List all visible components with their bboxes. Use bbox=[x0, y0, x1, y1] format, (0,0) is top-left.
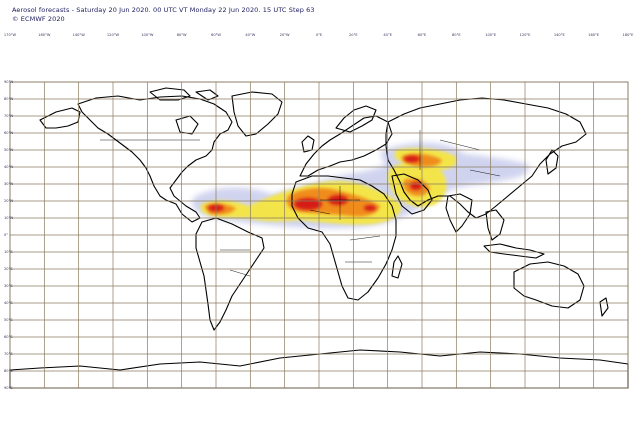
lat-tick-label: 80°S bbox=[4, 369, 13, 373]
australia-outline bbox=[513, 261, 585, 309]
latitude-labels: 90°N 80°N 70°N 60°N 50°N 40°N 30°N 20°N 10°N 0° 10… bbox=[4, 80, 13, 390]
india-outline bbox=[445, 193, 473, 233]
lat-tick-label: 10°N bbox=[4, 216, 13, 220]
arabia-outline bbox=[391, 173, 433, 215]
country-borders bbox=[100, 130, 501, 277]
alaska-outline bbox=[39, 107, 81, 129]
lon-tick-label: 140°E bbox=[554, 33, 566, 37]
forecast-title: Aerosol forecasts - Saturday 20 Jun 2020… bbox=[12, 6, 315, 14]
lon-tick-label: 160°E bbox=[588, 33, 600, 37]
lon-tick-label: 80°W bbox=[177, 33, 187, 37]
dust-peak-6 bbox=[364, 205, 376, 211]
hudson-bay bbox=[175, 115, 199, 135]
lat-tick-label: 0° bbox=[4, 233, 8, 237]
lat-tick-label: 50°N bbox=[4, 148, 13, 152]
lat-tick-label: 90°S bbox=[4, 386, 13, 390]
scandinavia-outline bbox=[335, 105, 377, 133]
lat-tick-label: 60°N bbox=[4, 131, 13, 135]
antarctica-outline bbox=[9, 349, 629, 389]
lon-tick-label: 170°W bbox=[4, 33, 17, 37]
lon-tick-label: 20°W bbox=[280, 33, 290, 37]
lat-tick-label: 10°S bbox=[4, 250, 13, 254]
canada-islands bbox=[149, 87, 219, 101]
lon-tick-label: 140°W bbox=[73, 33, 86, 37]
lat-tick-label: 40°S bbox=[4, 301, 13, 305]
lat-tick-label: 40°N bbox=[4, 165, 13, 169]
lon-tick-label: 100°E bbox=[485, 33, 497, 37]
map-header: Aerosol forecasts - Saturday 20 Jun 2020… bbox=[12, 6, 315, 24]
lat-tick-label: 80°N bbox=[4, 97, 13, 101]
lon-tick-label: 100°W bbox=[141, 33, 154, 37]
lat-tick-label: 70°N bbox=[4, 114, 13, 118]
lon-tick-label: 40°W bbox=[245, 33, 255, 37]
greenland-outline bbox=[231, 91, 283, 137]
dust-peak-1 bbox=[294, 198, 322, 210]
africa-outline bbox=[291, 175, 397, 301]
longitude-labels: 170°W 160°W 140°W 120°W 100°W 80°W 60°W 40°W 20°… bbox=[4, 33, 634, 37]
lon-tick-label: 80°E bbox=[452, 33, 461, 37]
copyright-notice: © ECMWF 2020 bbox=[12, 15, 65, 23]
lon-tick-label: 0°E bbox=[316, 33, 323, 37]
lat-tick-label: 20°N bbox=[4, 199, 13, 203]
dust-peak-5 bbox=[404, 155, 420, 163]
lat-tick-label: 90°N bbox=[4, 80, 13, 84]
lon-tick-label: 60°W bbox=[211, 33, 221, 37]
madagascar-outline bbox=[391, 255, 403, 279]
lon-tick-label: 180°E bbox=[623, 33, 635, 37]
lon-tick-label: 20°E bbox=[349, 33, 358, 37]
se-asia-outline bbox=[485, 209, 505, 241]
europe-outline bbox=[299, 115, 393, 177]
lon-tick-label: 160°W bbox=[38, 33, 51, 37]
lat-tick-label: 30°N bbox=[4, 182, 13, 186]
japan-outline bbox=[545, 149, 559, 175]
lat-tick-label: 30°S bbox=[4, 284, 13, 288]
lat-tick-label: 20°S bbox=[4, 267, 13, 271]
lon-tick-label: 40°E bbox=[383, 33, 392, 37]
indonesia-outline bbox=[483, 243, 545, 259]
new-zealand-outline bbox=[599, 297, 609, 317]
dust-peak-4 bbox=[410, 182, 422, 190]
lon-tick-label: 120°E bbox=[520, 33, 532, 37]
lon-tick-label: 120°W bbox=[107, 33, 120, 37]
lat-tick-label: 60°S bbox=[4, 335, 13, 339]
lat-tick-label: 70°S bbox=[4, 352, 13, 356]
graticule bbox=[9, 81, 629, 389]
asia-outline bbox=[385, 97, 587, 219]
south-america-outline bbox=[195, 217, 265, 331]
lat-tick-label: 50°S bbox=[4, 318, 13, 322]
lon-tick-label: 60°E bbox=[418, 33, 427, 37]
